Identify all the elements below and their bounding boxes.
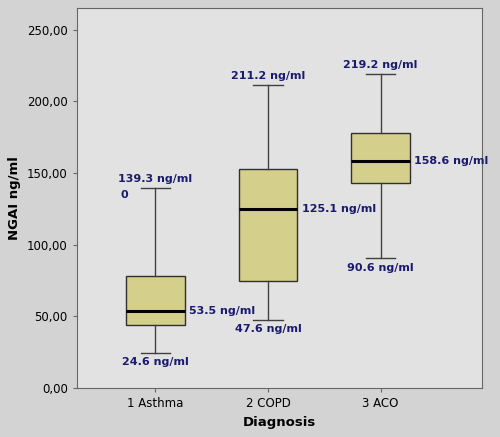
- Text: 47.6 ng/ml: 47.6 ng/ml: [234, 324, 302, 334]
- Text: 139.3 ng/ml: 139.3 ng/ml: [118, 174, 192, 184]
- Text: 90.6 ng/ml: 90.6 ng/ml: [348, 263, 414, 273]
- Text: 219.2 ng/ml: 219.2 ng/ml: [344, 60, 418, 69]
- X-axis label: Diagnosis: Diagnosis: [242, 416, 316, 429]
- Y-axis label: NGAI ng/ml: NGAI ng/ml: [8, 156, 22, 240]
- Text: 211.2 ng/ml: 211.2 ng/ml: [231, 71, 305, 81]
- Text: 24.6 ng/ml: 24.6 ng/ml: [122, 357, 189, 367]
- PathPatch shape: [239, 169, 298, 281]
- Text: 125.1 ng/ml: 125.1 ng/ml: [302, 204, 376, 214]
- PathPatch shape: [352, 133, 410, 183]
- Text: 53.5 ng/ml: 53.5 ng/ml: [190, 306, 256, 316]
- Text: 0: 0: [120, 190, 128, 200]
- Text: 158.6 ng/ml: 158.6 ng/ml: [414, 156, 488, 166]
- PathPatch shape: [126, 276, 185, 325]
